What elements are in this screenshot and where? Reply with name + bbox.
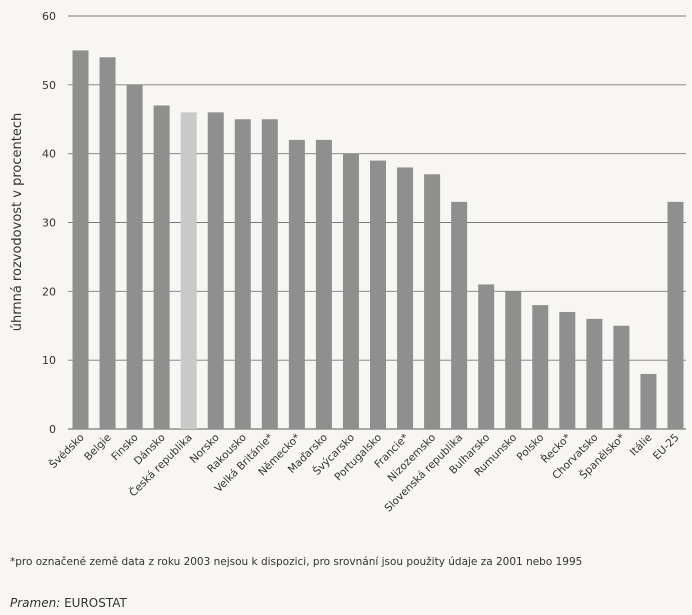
x-tick-label: Belgie bbox=[82, 432, 114, 464]
y-tick-label: 0 bbox=[49, 423, 56, 436]
source-value: EUROSTAT bbox=[64, 596, 127, 610]
y-tick-label: 50 bbox=[42, 79, 56, 92]
bar bbox=[261, 119, 278, 429]
footnote: *pro označené země data z roku 2003 nejs… bbox=[10, 556, 583, 568]
bar bbox=[180, 112, 197, 429]
bar bbox=[640, 373, 657, 429]
y-tick-label: 40 bbox=[42, 148, 56, 161]
bar bbox=[397, 167, 414, 429]
x-tick-label: Švédsko bbox=[47, 431, 87, 471]
bar bbox=[505, 291, 522, 429]
bar bbox=[478, 284, 495, 429]
bars bbox=[72, 50, 684, 430]
bar bbox=[532, 305, 549, 429]
y-tick-label: 60 bbox=[42, 10, 56, 23]
source-line: Pramen: EUROSTAT bbox=[10, 596, 127, 610]
bar bbox=[667, 201, 684, 429]
bar bbox=[153, 105, 170, 429]
bar bbox=[559, 311, 576, 429]
x-tick-label: EU-25 bbox=[651, 432, 682, 463]
bar bbox=[451, 201, 468, 429]
bar bbox=[207, 112, 224, 429]
divorce-rate-chart: 0 10 20 30 40 50 60 ŠvédskoBelgieFinskoDánskoČ… bbox=[10, 10, 686, 515]
y-tick-label: 10 bbox=[42, 354, 56, 367]
bar bbox=[126, 84, 143, 429]
source-label: Pramen: bbox=[10, 596, 61, 610]
bar bbox=[342, 153, 359, 429]
gridlines bbox=[68, 15, 686, 430]
y-axis-label: úhrnná rozvodovost v procentech bbox=[10, 113, 25, 331]
bar bbox=[315, 139, 332, 429]
bar bbox=[72, 50, 89, 430]
y-tick-label: 20 bbox=[42, 285, 56, 298]
y-tick-label: 30 bbox=[42, 217, 56, 230]
bar bbox=[424, 174, 441, 429]
bar bbox=[613, 325, 630, 429]
bar bbox=[370, 160, 386, 430]
bar bbox=[288, 139, 305, 429]
bar bbox=[99, 57, 116, 430]
y-axis-ticks: 0 10 20 30 40 50 60 bbox=[42, 10, 56, 436]
bar bbox=[586, 318, 603, 429]
bar bbox=[234, 119, 251, 429]
